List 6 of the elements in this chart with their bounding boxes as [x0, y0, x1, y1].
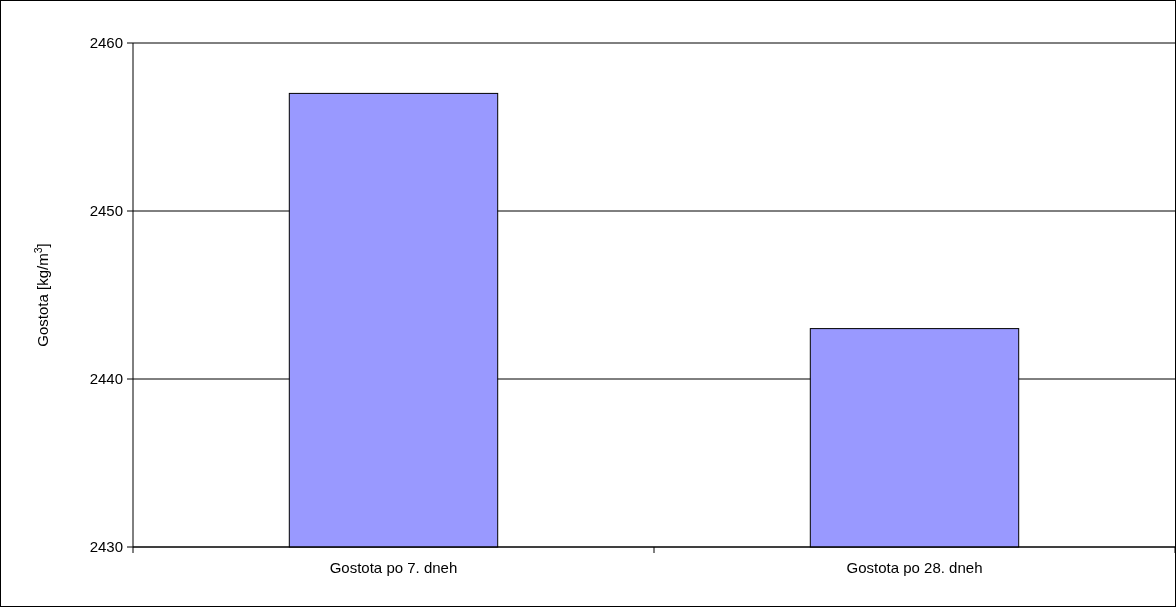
x-tick-label: Gostota po 7. dneh: [329, 559, 458, 576]
y-tick-label: 2440: [89, 370, 123, 388]
y-tick-label: 2460: [89, 34, 123, 52]
x-tick-label: Gostota po 28. dneh: [846, 559, 983, 576]
y-tick-label: 2430: [89, 538, 123, 556]
y-tick-label: 2450: [89, 202, 123, 220]
